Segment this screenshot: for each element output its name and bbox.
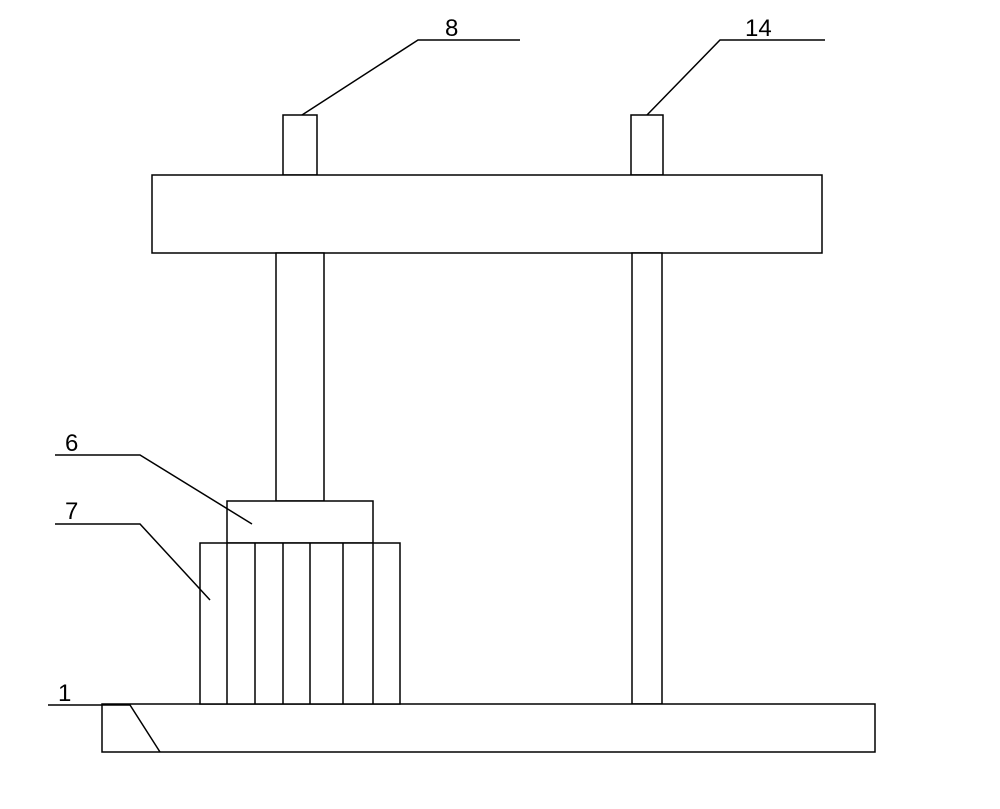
leader-14 bbox=[647, 40, 825, 115]
gear-block-7 bbox=[200, 543, 400, 704]
left-column bbox=[276, 253, 324, 501]
label-6: 6 bbox=[65, 430, 78, 458]
technical-diagram bbox=[0, 0, 1000, 809]
top-block-right bbox=[631, 115, 663, 175]
crossbeam bbox=[152, 175, 822, 253]
label-1: 1 bbox=[58, 680, 71, 708]
leader-8 bbox=[302, 40, 520, 115]
leader-6 bbox=[55, 455, 252, 524]
top-block-left bbox=[283, 115, 317, 175]
label-14: 14 bbox=[745, 15, 772, 43]
leader-7 bbox=[55, 524, 210, 600]
label-7: 7 bbox=[65, 498, 78, 526]
base bbox=[102, 704, 875, 752]
right-column bbox=[632, 253, 662, 704]
label-8: 8 bbox=[445, 15, 458, 43]
